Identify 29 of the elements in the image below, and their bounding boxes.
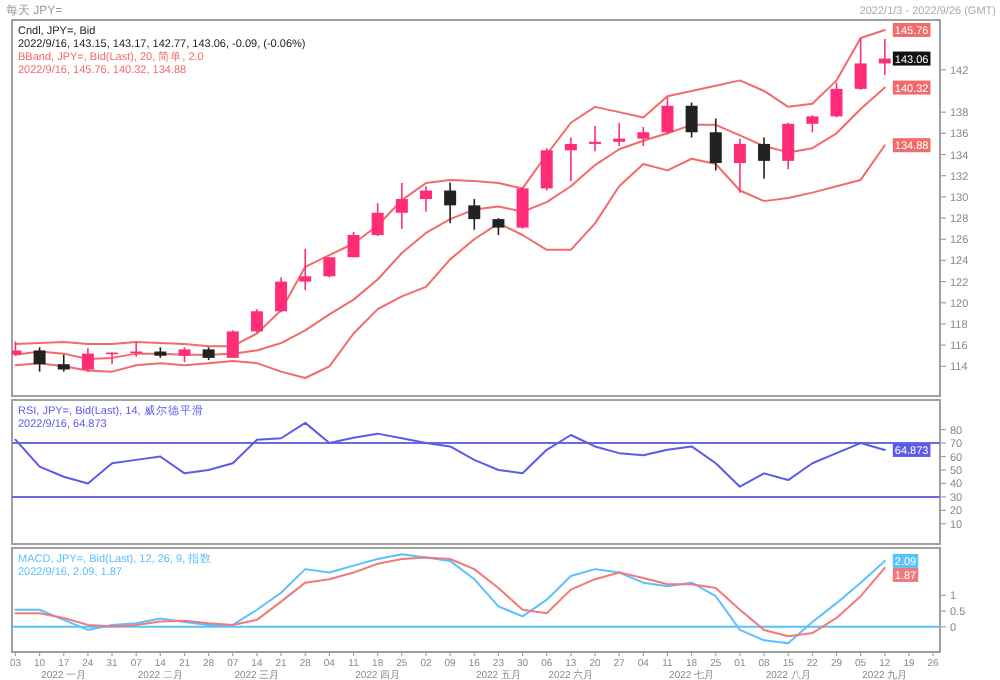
candlestick [516,186,529,230]
candlestick [299,247,312,291]
line-series [14,28,886,348]
candlestick [758,136,771,180]
candlestick [589,125,602,153]
candlestick [444,181,457,225]
candlestick [540,147,553,192]
candlestick [275,276,288,314]
candlestick [709,117,722,172]
candlestick [830,81,843,119]
candlestick [419,185,432,213]
candlestick [226,329,239,359]
candlestick [685,101,698,139]
candlestick [733,137,746,194]
candlestick [250,308,263,334]
candlestick [81,347,94,373]
candlestick [468,198,481,231]
candlestick [33,346,46,373]
candlestick [323,256,336,279]
candlestick [564,136,577,182]
candlestick [637,126,650,147]
candlestick [395,182,408,230]
line-series [14,421,886,488]
candlestick [371,202,384,237]
candlestick [782,121,795,171]
candlestick [854,37,867,91]
candlestick [613,121,626,147]
candlestick [661,96,674,136]
candlestick [347,231,360,259]
